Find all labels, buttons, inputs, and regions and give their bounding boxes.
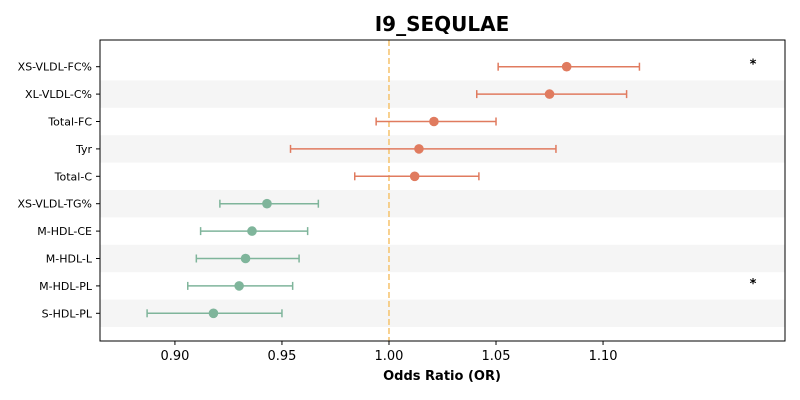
y-tick-label: S-HDL-PL bbox=[42, 307, 93, 320]
point-estimate bbox=[240, 253, 251, 264]
point-estimate bbox=[234, 281, 244, 291]
point-estimate bbox=[208, 308, 219, 319]
significance-marker: * bbox=[750, 58, 757, 73]
significance-marker: * bbox=[750, 277, 757, 292]
y-axis: XS-VLDL-FC% XL-VLDL-C% Total-FC Tyr Total-C X… bbox=[17, 61, 100, 320]
estimate-row bbox=[146, 308, 283, 319]
y-tick-label: XL-VLDL-C% bbox=[25, 88, 92, 101]
point-estimate bbox=[561, 61, 572, 72]
estimate-row: * bbox=[497, 58, 757, 73]
x-tick-label: 1.00 bbox=[375, 349, 404, 364]
estimate-row bbox=[289, 144, 557, 154]
x-axis-label: Odds Ratio (OR) bbox=[383, 369, 501, 384]
x-tick-label: 0.90 bbox=[160, 349, 189, 364]
estimate-row bbox=[353, 171, 480, 182]
estimate-row: * bbox=[187, 277, 757, 292]
y-tick-label: Tyr bbox=[75, 143, 93, 156]
plot-marks: ** bbox=[146, 58, 757, 319]
point-estimate bbox=[247, 226, 257, 236]
x-axis: 0.90 0.95 1.00 1.05 1.10 bbox=[160, 341, 618, 364]
y-tick-label: XS-VLDL-FC% bbox=[18, 61, 92, 74]
estimate-row bbox=[476, 89, 628, 99]
y-tick-label: Total-C bbox=[54, 170, 93, 183]
y-tick-label: Total-FC bbox=[47, 116, 92, 129]
x-tick-label: 0.95 bbox=[267, 349, 296, 364]
y-tick-label: M-HDL-L bbox=[46, 253, 93, 266]
estimate-row bbox=[199, 226, 309, 236]
estimate-row bbox=[375, 116, 497, 127]
row-band bbox=[100, 80, 785, 108]
point-estimate bbox=[429, 116, 439, 127]
y-tick-label: M-HDL-CE bbox=[37, 225, 92, 238]
row-bands bbox=[100, 80, 785, 327]
y-tick-label: M-HDL-PL bbox=[39, 280, 93, 293]
chart-title: I9_SEQULAE bbox=[375, 12, 510, 36]
y-tick-label: XS-VLDL-TG% bbox=[17, 198, 92, 211]
plot-frame bbox=[99, 39, 786, 342]
estimate-row bbox=[195, 253, 300, 264]
x-tick-label: 1.05 bbox=[482, 349, 511, 364]
x-tick-label: 1.10 bbox=[589, 349, 618, 364]
point-estimate bbox=[414, 144, 424, 154]
row-band bbox=[100, 190, 785, 218]
point-estimate bbox=[544, 89, 555, 99]
estimate-row bbox=[219, 198, 320, 209]
point-estimate bbox=[409, 171, 420, 182]
point-estimate bbox=[262, 198, 272, 209]
